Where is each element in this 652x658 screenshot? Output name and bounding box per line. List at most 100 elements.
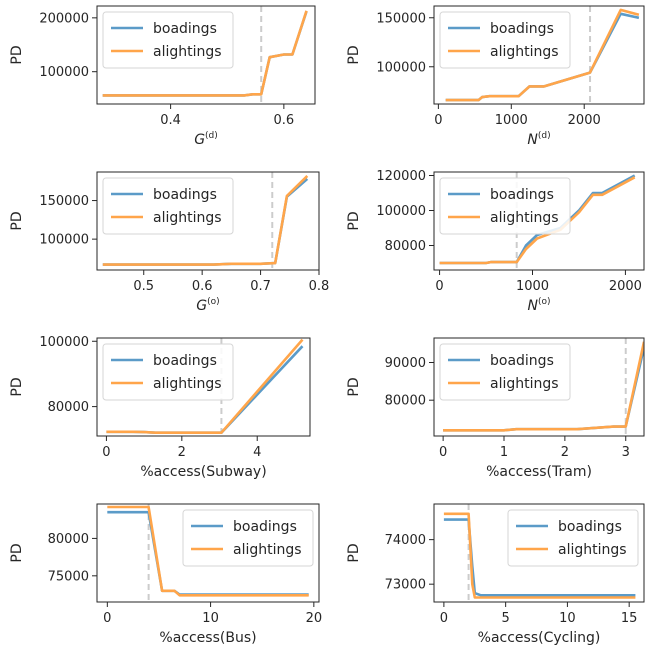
- legend: boadings alightings: [102, 343, 234, 401]
- x-axis-label: %access(Bus): [159, 630, 256, 646]
- series-line-alightings: [107, 505, 309, 597]
- y-tick-label: 80000: [385, 394, 426, 409]
- y-axis-label: PD: [346, 377, 362, 396]
- x-tick-label: 3: [622, 445, 630, 460]
- legend: boadings alightings: [439, 343, 571, 401]
- x-tick-label: 0: [435, 279, 443, 294]
- x-tick-label: 2: [561, 445, 569, 460]
- x-tick-label: 0: [434, 113, 442, 128]
- axes-frame: [96, 171, 320, 271]
- legend-box: [102, 11, 234, 69]
- x-tick-label: 1000: [495, 113, 528, 128]
- x-tick-label: 0.4: [160, 113, 181, 128]
- series-line-boadings: [443, 518, 636, 597]
- series-line-alightings: [102, 174, 309, 266]
- legend: boadings alightings: [102, 177, 234, 235]
- legend-label-boadings: boadings: [490, 353, 554, 369]
- legend-label-boadings: boadings: [153, 187, 217, 203]
- x-axis-label-main: N: [527, 298, 538, 314]
- legend-label-alightings: alightings: [490, 376, 559, 392]
- x-axis-label: %access(Cycling): [478, 630, 601, 646]
- y-tick-label: 73000: [385, 578, 426, 593]
- y-tick-label: 100000: [376, 60, 426, 75]
- legend: boadings alightings: [439, 177, 571, 235]
- legend: boadings alightings: [507, 509, 639, 567]
- x-axis-label-superscript: (o): [538, 297, 551, 307]
- x-tick-label: 1: [500, 445, 508, 460]
- x-tick-label: 5: [502, 611, 510, 626]
- legend: boadings alightings: [182, 509, 314, 567]
- legend-box: [439, 177, 571, 235]
- series-line-alightings: [443, 512, 636, 599]
- axes-frame: [96, 5, 316, 105]
- x-tick-label: 2000: [609, 279, 642, 294]
- y-tick-label: 100000: [39, 233, 89, 248]
- legend-label-boadings: boadings: [233, 519, 297, 535]
- legend-label-boadings: boadings: [558, 519, 622, 535]
- y-axis-label: PD: [346, 45, 362, 64]
- y-axis-label: PD: [9, 543, 25, 562]
- x-axis-label-main: %access(Cycling): [478, 630, 601, 646]
- y-tick-label: 100000: [376, 204, 426, 219]
- x-axis-label-superscript: (d): [538, 131, 551, 141]
- y-axis-label: PD: [9, 377, 25, 396]
- y-tick-label: 90000: [385, 356, 426, 371]
- x-axis-label: G(o): [196, 297, 219, 314]
- x-tick-label: 0: [103, 611, 111, 626]
- x-axis-label: %access(Tram): [486, 464, 592, 480]
- legend-box: [439, 343, 571, 401]
- y-axis-label: PD: [346, 543, 362, 562]
- axes-frame: [433, 503, 645, 603]
- x-tick-label: 15: [621, 611, 638, 626]
- x-tick-label: 10: [559, 611, 576, 626]
- legend-box: [102, 343, 234, 401]
- y-tick-label: 120000: [376, 169, 426, 184]
- x-axis-label: N(o): [527, 297, 550, 314]
- series-line-alightings: [102, 10, 308, 97]
- y-tick-label: 200000: [39, 11, 89, 26]
- x-tick-label: 0: [439, 445, 447, 460]
- y-tick-label: 150000: [376, 11, 426, 26]
- legend-label-alightings: alightings: [233, 542, 302, 558]
- y-tick-label: 80000: [48, 532, 89, 547]
- x-axis-label-main: G: [196, 298, 207, 314]
- axes-frame: [433, 337, 645, 437]
- subplot-2: 0 1000 2000 100000 150000 N(d) PD boadings aligh…: [346, 5, 645, 148]
- x-axis-label-superscript: (d): [205, 131, 218, 141]
- subplot-8: 0 5 10 15 73000 74000 %access(Cycling) PD boadin…: [346, 503, 645, 646]
- series-line-alightings: [106, 338, 304, 435]
- legend-box: [507, 509, 639, 567]
- legend-label-boadings: boadings: [153, 353, 217, 369]
- legend-label-alightings: alightings: [153, 44, 222, 60]
- x-tick-label: 10: [202, 611, 219, 626]
- subplot-7: 0 10 20 75000 80000 %access(Bus) PD boadings ali…: [9, 503, 323, 646]
- legend-box: [102, 177, 234, 235]
- x-tick-label: 2: [178, 445, 186, 460]
- x-axis-label-main: %access(Subway): [140, 464, 266, 480]
- x-tick-label: 20: [306, 611, 323, 626]
- subplot-6: 0 1 2 3 80000 90000 %access(Tram) PD boadings ali…: [346, 337, 645, 480]
- subplot-1: 0.4 0.6 100000 200000 G(d) PD boadings alightin…: [9, 5, 316, 148]
- legend-label-alightings: alightings: [153, 376, 222, 392]
- legend-box: [182, 509, 314, 567]
- x-axis-label-superscript: (o): [207, 297, 220, 307]
- series-line-alightings: [439, 176, 636, 265]
- x-tick-label: 0.7: [250, 279, 271, 294]
- x-tick-label: 1000: [516, 279, 549, 294]
- x-tick-label: 0: [102, 445, 110, 460]
- legend: boadings alightings: [102, 11, 234, 69]
- x-axis-label-main: %access(Bus): [159, 630, 256, 646]
- x-tick-label: 0.8: [309, 279, 330, 294]
- series-line-alightings: [445, 8, 640, 102]
- x-axis-label: G(d): [194, 131, 218, 148]
- x-tick-label: 0.6: [192, 279, 213, 294]
- y-axis-label: PD: [9, 45, 25, 64]
- x-tick-label: 0.5: [133, 279, 154, 294]
- x-axis-label-main: %access(Tram): [486, 464, 592, 480]
- y-tick-label: 100000: [39, 65, 89, 80]
- legend-box: [439, 11, 571, 69]
- legend-label-alightings: alightings: [558, 542, 627, 558]
- x-tick-label: 2000: [568, 113, 601, 128]
- axes-frame: [96, 337, 311, 437]
